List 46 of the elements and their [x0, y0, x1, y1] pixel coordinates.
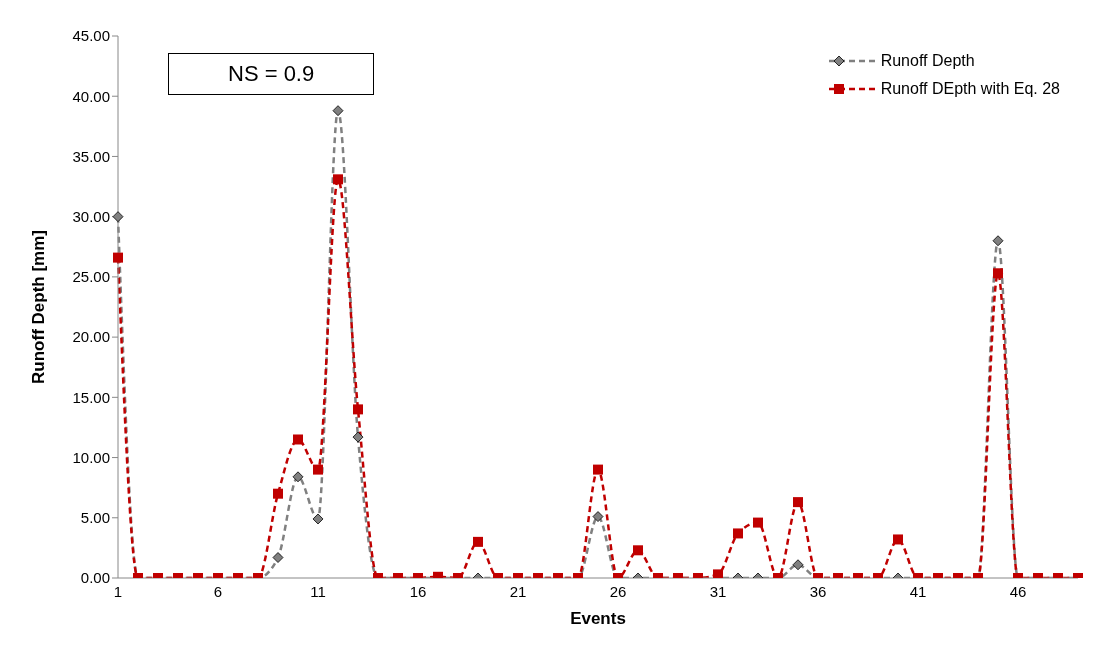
point — [992, 235, 1004, 247]
point — [273, 488, 283, 499]
y-tick-label: 10.00 — [72, 448, 110, 466]
point — [312, 513, 324, 525]
y-tick-label: 40.00 — [72, 87, 110, 105]
y-tick-label: 30.00 — [72, 207, 110, 225]
x-tick-label: 31 — [709, 582, 727, 600]
point — [592, 511, 604, 522]
x-tick-label: 16 — [409, 582, 427, 600]
point — [353, 404, 363, 415]
point — [293, 434, 303, 445]
x-tick-label: 46 — [1009, 582, 1027, 600]
y-tick-label: 45.00 — [72, 27, 110, 45]
x-tick-label: 11 — [310, 582, 326, 600]
y-tick-label: 5.00 — [80, 509, 110, 527]
y-tick-label: 20.00 — [72, 328, 110, 346]
x-axis-title: Events — [570, 609, 626, 628]
legend-label: Runoff Depth — [880, 52, 975, 70]
x-tick-label: 26 — [609, 582, 627, 600]
point — [333, 174, 343, 185]
point — [753, 517, 763, 528]
point — [272, 552, 284, 563]
point — [593, 464, 603, 475]
point — [112, 211, 124, 223]
point — [893, 534, 903, 545]
x-tick-label: 36 — [809, 582, 827, 600]
point — [733, 528, 743, 539]
y-tick-label: 35.00 — [72, 147, 110, 165]
annotation: NS = 0.9 — [228, 61, 315, 86]
point — [352, 431, 364, 443]
x-tick-label: 21 — [509, 582, 527, 600]
point — [993, 268, 1003, 279]
point — [113, 252, 123, 263]
point — [292, 471, 304, 483]
x-tick-label: 6 — [213, 582, 223, 600]
point — [313, 464, 323, 475]
x-tick-label: 1 — [113, 582, 123, 600]
y-axis-title: Runoff Depth [mm] — [29, 230, 49, 384]
y-tick-label: 15.00 — [72, 388, 110, 406]
point — [793, 497, 803, 508]
point — [473, 536, 483, 547]
y-tick-label: 0.00 — [80, 569, 110, 587]
point — [332, 105, 344, 117]
y-tick-label: 25.00 — [72, 268, 110, 286]
x-tick-label: 41 — [909, 582, 927, 600]
legend-label: Runoff DEpth with Eq. 28 — [880, 80, 1060, 98]
